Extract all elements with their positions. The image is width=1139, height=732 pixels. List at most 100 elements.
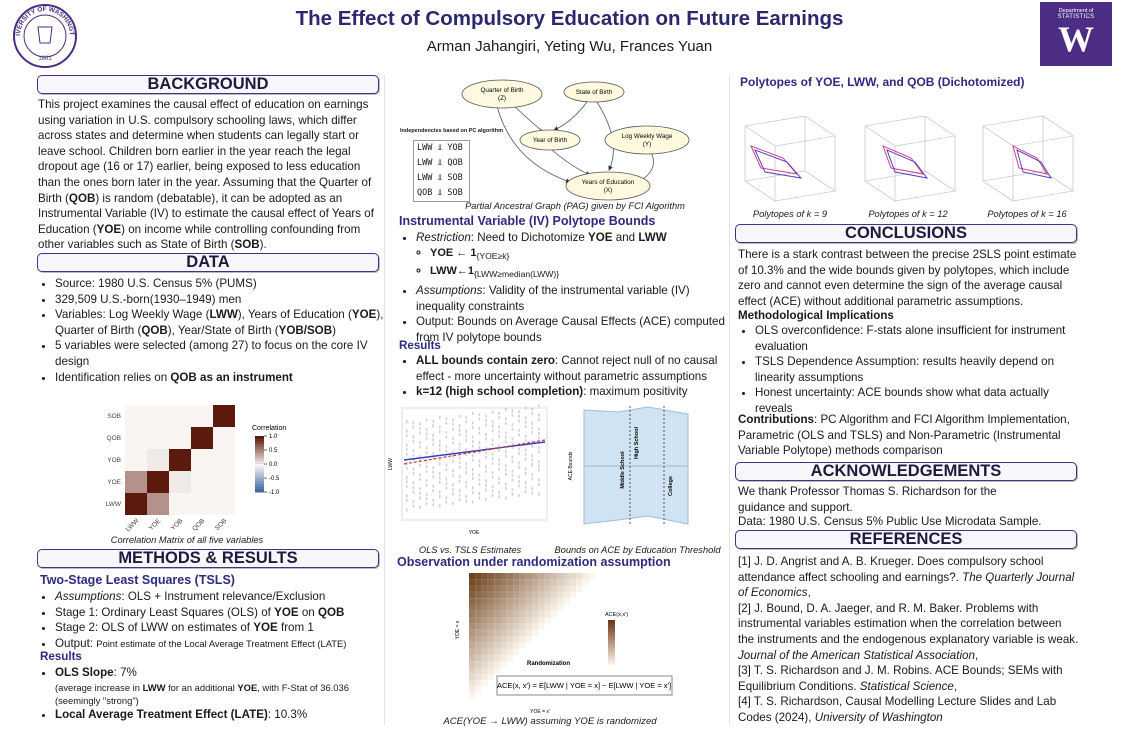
- scatter-dot: [511, 446, 514, 450]
- iv-text: Restriction: Need to Dichotomize YOE and…: [416, 231, 667, 244]
- scatter-dot: [485, 455, 487, 459]
- triangle-cell: [576, 579, 583, 586]
- subheading: Polytopes of YOE, LWW, and QOB (Dichotom…: [740, 75, 1025, 89]
- heatmap-cell: [147, 427, 169, 449]
- scatter-dot: [478, 478, 481, 482]
- legend-tick-label: 1.0: [269, 434, 278, 440]
- dag-node: [604, 125, 690, 155]
- scatter-dot: [445, 417, 448, 421]
- triangle-cell: [481, 636, 488, 643]
- heatmap-cell: [169, 405, 191, 427]
- scatter-dot: [505, 422, 507, 425]
- text-run: Restriction: [416, 231, 471, 244]
- triangle-cell: [538, 585, 545, 592]
- heatmap-cell: [147, 471, 169, 493]
- dag-node-label: Years of Education: [582, 179, 635, 186]
- triangle-cell: [469, 648, 476, 655]
- triangle-cell: [487, 604, 495, 611]
- scatter-dot: [505, 487, 507, 490]
- scatter-dot: [439, 458, 441, 461]
- scatter-dot: [478, 464, 481, 468]
- triangle-cell: [500, 591, 507, 599]
- scatter-dot: [458, 489, 461, 493]
- scatter-dot: [524, 420, 527, 424]
- logo-dept: Department of: [1058, 8, 1094, 14]
- text-run: {YOE≥k}: [476, 250, 510, 261]
- triangle-cell: [469, 610, 476, 618]
- cube-face: [864, 115, 956, 147]
- text-run: : Need to Dichotomize: [470, 231, 589, 244]
- triangle-cell: [569, 591, 577, 599]
- axis-label: LWW: [388, 458, 394, 470]
- polytope: [750, 145, 799, 175]
- text-run: LWW: [638, 231, 667, 244]
- triangle-cell: [519, 623, 526, 630]
- column-rule: [729, 75, 730, 725]
- triangle-cell: [544, 573, 551, 580]
- text-run: YOE: [237, 681, 258, 693]
- axis-label: YOE = x′: [530, 709, 550, 715]
- scatter-dot: [412, 439, 415, 443]
- scatter-dot: [531, 426, 533, 430]
- scatter-dot: [491, 471, 494, 475]
- polytope: [882, 145, 925, 175]
- scatter-dot: [505, 454, 507, 458]
- scatter-dot: [419, 477, 421, 481]
- triangle-cell: [481, 585, 488, 592]
- heatmap-cell: [169, 493, 191, 515]
- triangle-cell: [469, 573, 476, 580]
- triangle-cell: [481, 591, 488, 599]
- scatter-dot: [524, 471, 527, 475]
- scatter-dot: [445, 468, 448, 472]
- triangle-cell: [532, 573, 539, 580]
- scatter-dot: [419, 454, 421, 458]
- scatter-dot: [505, 431, 507, 435]
- text-run: LWW: [142, 681, 166, 693]
- scatter-dot: [531, 421, 533, 425]
- text-run: ).: [259, 238, 267, 252]
- scatter-dot: [505, 440, 507, 444]
- triangle-cell: [506, 598, 514, 605]
- triangle-cell: [500, 579, 507, 586]
- subheading: Observation under randomization assumpti…: [397, 555, 671, 569]
- heatmap-cell: [191, 471, 213, 493]
- triangle-cell: [513, 598, 520, 605]
- triangle-cell: [469, 579, 476, 586]
- dept-logo: Department of STATISTICS W: [1040, 2, 1112, 66]
- triangle-cell: [500, 617, 507, 624]
- text-run: {LWW≥median(LWW)}: [474, 269, 560, 280]
- triangle-cell: [481, 610, 488, 618]
- scatter-dot: [524, 434, 527, 438]
- text-run: 329,509 U.S.-born(1930–1949) men: [55, 292, 242, 306]
- scatter-dot: [412, 421, 415, 425]
- scatter-dot: [538, 492, 540, 496]
- text-run: Contributions: [738, 413, 814, 426]
- column-rule: [384, 75, 385, 725]
- scatter-dot: [518, 484, 520, 488]
- triangle-cell: [525, 636, 532, 643]
- scatter-dot: [458, 456, 461, 460]
- text-run: ) is random (debatable), it can be adopt…: [38, 191, 374, 236]
- triangle-cell: [469, 636, 476, 643]
- scatter-dot: [524, 439, 527, 443]
- triangle-cell: [519, 579, 526, 586]
- triangle-cell: [494, 667, 501, 674]
- text-run: ): [332, 323, 336, 337]
- triangle-cell: [506, 573, 514, 580]
- legend-swatch: [255, 464, 264, 468]
- scatter-dot: [458, 498, 461, 502]
- scatter-dot: [445, 421, 448, 425]
- triangle-cell: [506, 629, 514, 636]
- triangle-cell: [500, 648, 507, 655]
- triangle-cell: [582, 579, 589, 586]
- triangle-cell: [481, 661, 488, 668]
- annotation: Randomization: [527, 661, 570, 667]
- scatter-dot: [419, 426, 421, 430]
- scatter-dot: [538, 464, 540, 468]
- triangle-cell: [469, 654, 476, 662]
- heatmap-cell: [147, 493, 169, 515]
- iv-list: Restriction: Need to Dichotomize YOE and…: [399, 230, 741, 346]
- scatter-dot: [478, 459, 481, 463]
- ols-line: [403, 441, 546, 461]
- scatter-dot: [452, 427, 454, 431]
